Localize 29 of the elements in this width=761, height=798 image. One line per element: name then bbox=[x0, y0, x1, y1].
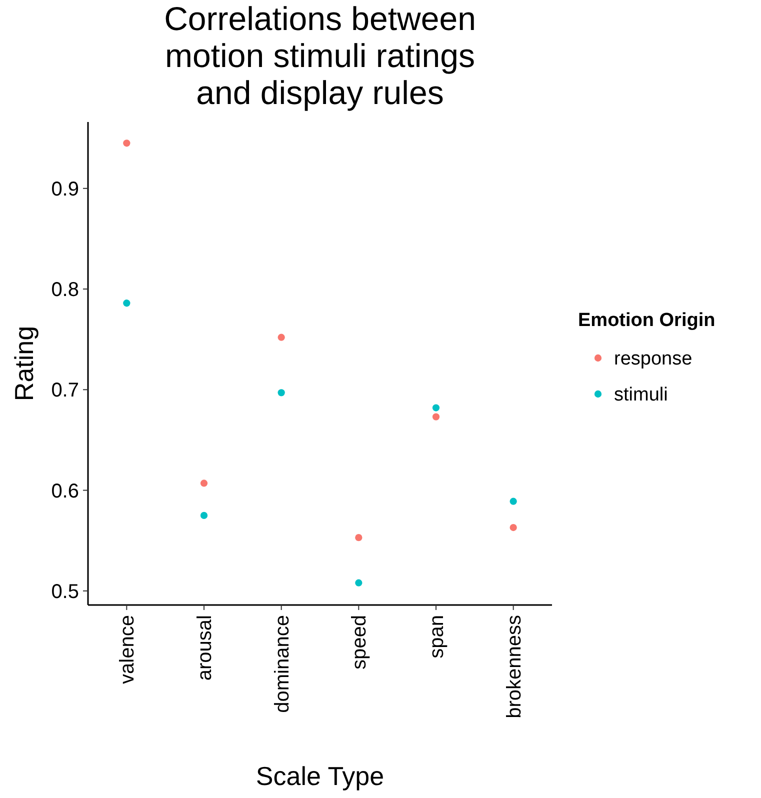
chart-title: Correlations between motion stimuli ratings and display rules bbox=[164, 0, 476, 111]
legend-title: Emotion Origin bbox=[578, 310, 716, 331]
x-axis-title: Scale Type bbox=[256, 761, 384, 791]
point bbox=[278, 334, 285, 341]
point bbox=[510, 498, 517, 505]
y-tick-label: 0.8 bbox=[51, 279, 79, 302]
y-tick-label: 0.7 bbox=[51, 380, 79, 402]
point bbox=[278, 389, 285, 396]
point bbox=[355, 534, 362, 542]
x-tick-label: brokenness bbox=[503, 615, 526, 718]
point bbox=[510, 524, 517, 532]
x-tick-label: arousal bbox=[194, 615, 216, 681]
y-tick-label: 0.6 bbox=[51, 480, 79, 502]
y-tick-label: 0.9 bbox=[51, 178, 79, 200]
point bbox=[123, 300, 130, 307]
point bbox=[432, 404, 440, 412]
point bbox=[432, 413, 440, 420]
x-tick-label: valence bbox=[116, 615, 139, 684]
x-tick-label: speed bbox=[348, 615, 371, 670]
point bbox=[200, 480, 208, 487]
legend-label: stimuli bbox=[614, 384, 668, 406]
point bbox=[355, 579, 362, 586]
point bbox=[123, 140, 130, 147]
legend-label: response bbox=[614, 348, 692, 370]
point bbox=[200, 512, 208, 520]
x-tick-label: dominance bbox=[271, 615, 294, 713]
y-tick-label: 0.5 bbox=[51, 580, 79, 603]
y-axis-title: Rating bbox=[9, 326, 39, 402]
x-tick-label: span bbox=[426, 615, 448, 658]
